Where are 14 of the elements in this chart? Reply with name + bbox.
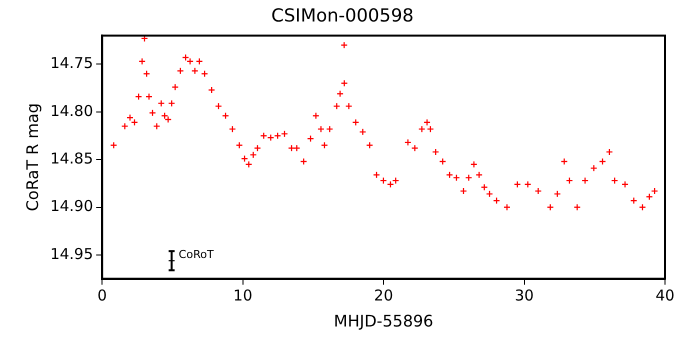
x-tick-label: 0 xyxy=(97,286,107,305)
chart-title: CSIMon-000598 xyxy=(271,5,414,26)
y-tick-label: 14.95 xyxy=(50,244,94,263)
y-tick-label: 14.80 xyxy=(50,102,94,120)
x-tick-label: 40 xyxy=(655,286,675,305)
annotation: CoRoT xyxy=(178,248,214,262)
y-tick-label: 14.75 xyxy=(50,54,94,72)
x-axis-title: MHJD-55896 xyxy=(334,312,434,331)
y-tick-label: 14.90 xyxy=(50,197,94,216)
y-tick-label: 14.85 xyxy=(50,149,94,168)
x-tick-label: 10 xyxy=(233,286,252,305)
y-axis-title: CoRaT R mag xyxy=(22,103,42,212)
x-tick-label: 30 xyxy=(514,286,534,305)
x-tick-label: 20 xyxy=(374,286,394,305)
